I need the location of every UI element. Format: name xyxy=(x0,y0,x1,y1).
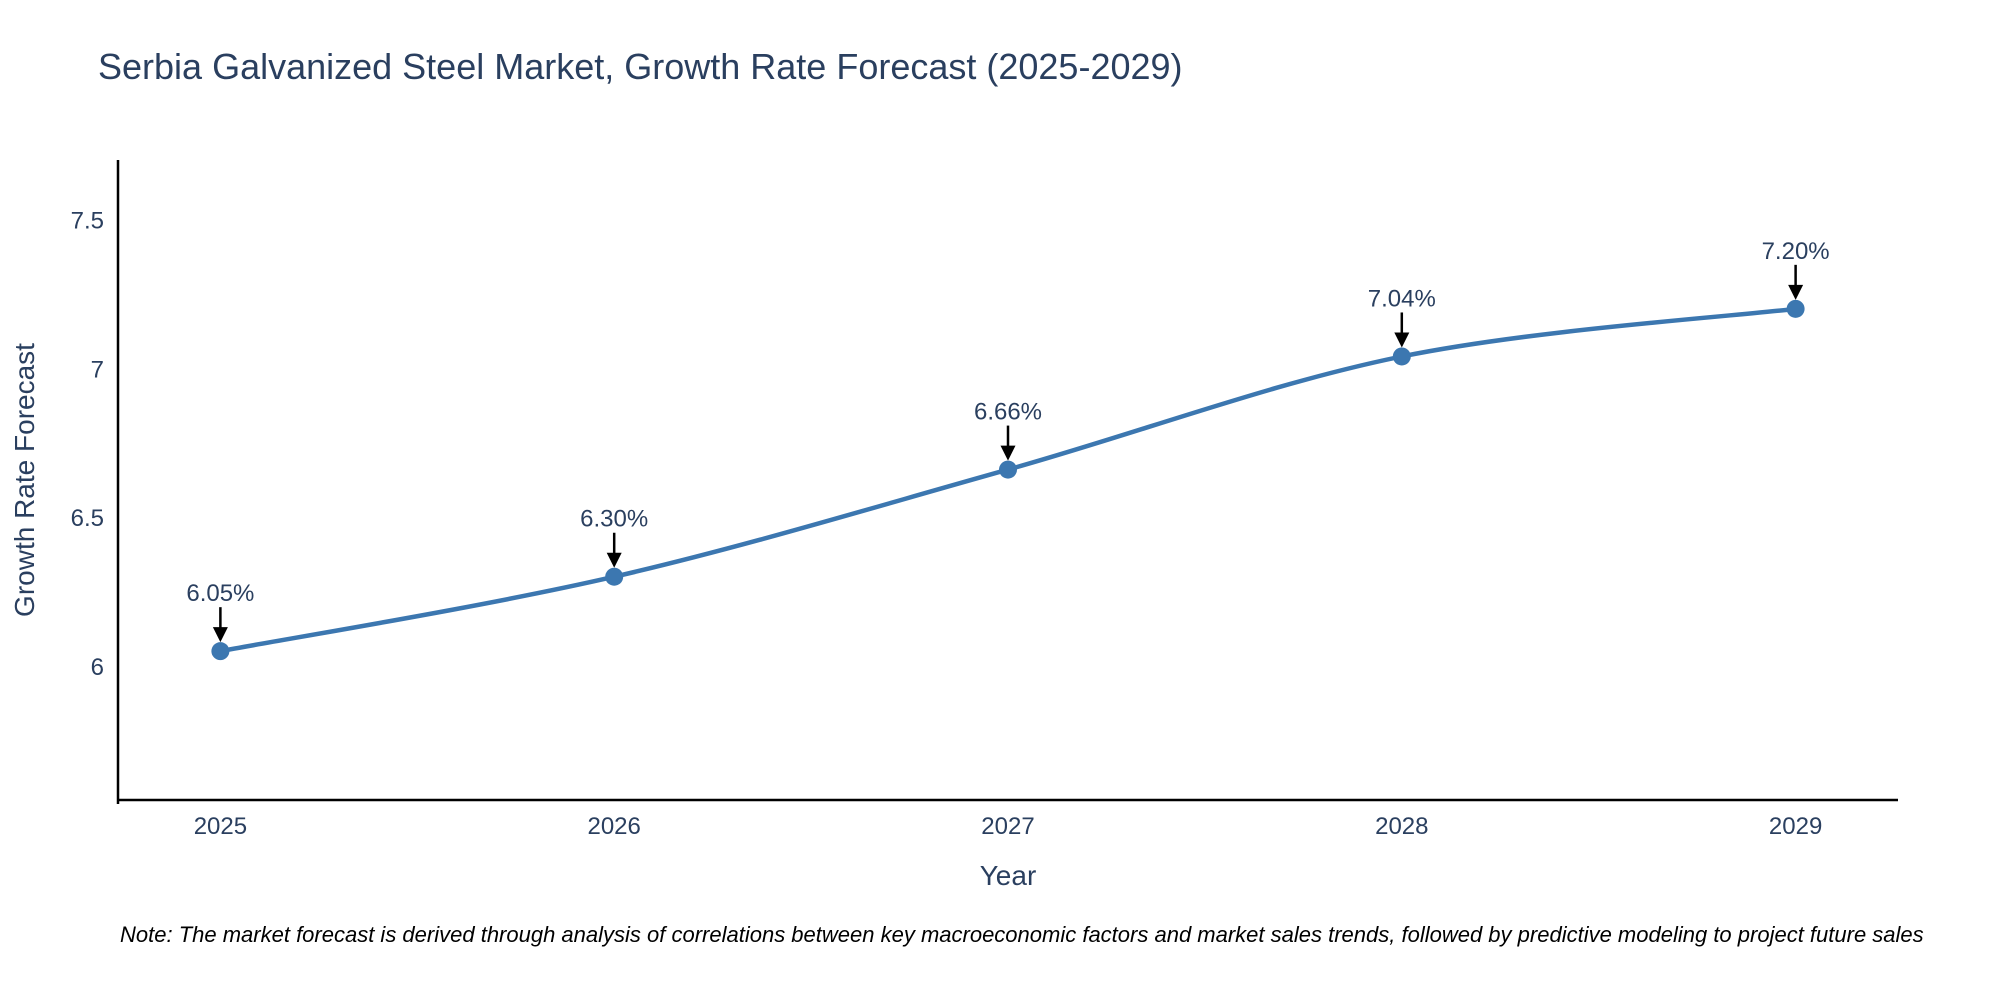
x-tick-label: 2025 xyxy=(194,813,247,840)
x-tick-label: 2028 xyxy=(1375,813,1428,840)
y-axis-title: Growth Rate Forecast xyxy=(9,343,40,617)
annotation-value-label: 7.20% xyxy=(1762,238,1830,265)
y-tick-label: 6 xyxy=(91,654,104,681)
annotation-arrowhead-icon xyxy=(212,627,228,643)
annotation-value-label: 6.66% xyxy=(974,399,1042,426)
annotation-arrowhead-icon xyxy=(1394,332,1410,348)
annotation-arrowhead-icon xyxy=(1000,445,1016,461)
footnote-text: Note: The market forecast is derived thr… xyxy=(120,922,1924,947)
chart-title: Serbia Galvanized Steel Market, Growth R… xyxy=(98,46,1183,87)
annotation-value-label: 6.05% xyxy=(186,580,254,607)
annotation-value-label: 6.30% xyxy=(580,506,648,533)
data-point-marker[interactable] xyxy=(999,460,1017,479)
y-tick-label: 7.5 xyxy=(71,208,104,235)
data-point-marker[interactable] xyxy=(1786,299,1805,318)
x-tick-label: 2026 xyxy=(587,813,640,840)
data-point-marker[interactable] xyxy=(605,567,624,586)
data-point-marker[interactable] xyxy=(1392,347,1411,366)
x-axis-title: Year xyxy=(979,860,1037,891)
annotation-arrowhead-icon xyxy=(606,552,622,568)
y-tick-label: 7 xyxy=(91,356,104,383)
series-line xyxy=(219,306,1796,654)
annotation-value-label: 7.04% xyxy=(1368,285,1436,312)
annotation-arrowhead-icon xyxy=(1788,284,1804,300)
x-tick-label: 2027 xyxy=(981,813,1034,840)
data-point-marker[interactable] xyxy=(211,642,230,661)
x-tick-label: 2029 xyxy=(1769,813,1822,840)
y-tick-label: 6.5 xyxy=(71,505,104,532)
